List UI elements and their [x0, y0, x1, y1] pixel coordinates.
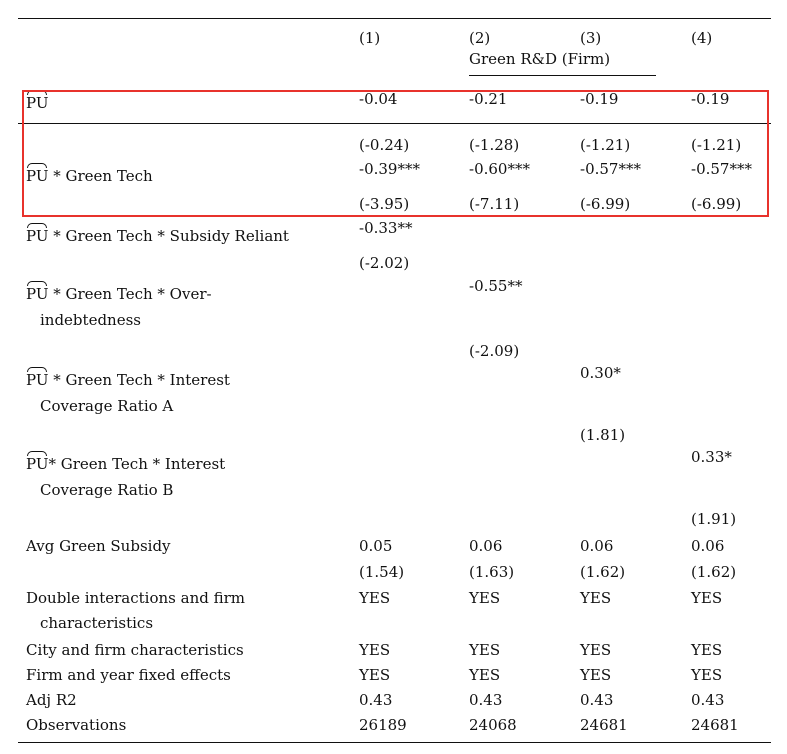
cell-double-1: YES: [359, 589, 391, 607]
cell-pu-green-4: -0.57***: [691, 160, 752, 178]
hat-accent: PU: [26, 281, 49, 303]
row-label-observations: Observations: [26, 716, 127, 734]
col-header-1: (1): [359, 29, 381, 47]
row-label-icr-a: PU * Green Tech * Interest: [26, 367, 230, 389]
cell-avg-subsidy-2: 0.06: [469, 537, 503, 555]
cell-pu-1: -0.04: [359, 90, 398, 108]
cell-pu-green-2: -0.60***: [469, 160, 530, 178]
cell-avg-subsidy-1: 0.05: [359, 537, 393, 555]
row-label-avg-green-subsidy: Avg Green Subsidy: [26, 537, 171, 555]
tstat-subsidy-1: (-2.02): [359, 254, 410, 272]
tstat-icr-a-3: (1.81): [580, 426, 626, 444]
row-label-icr-b: PU* Green Tech * Interest: [26, 451, 226, 473]
cell-pu-green-3: -0.57***: [580, 160, 641, 178]
row-label-double-interactions: Double interactions and firm: [26, 589, 245, 607]
cell-pu-2: -0.21: [469, 90, 508, 108]
hat-accent: PU: [26, 451, 49, 473]
row-label-pu-green-tech: PU * Green Tech: [26, 163, 153, 185]
tstat-pu-1: (-0.24): [359, 136, 410, 154]
cell-obs-1: 26189: [359, 716, 407, 734]
tstat-avg-subsidy-2: (1.63): [469, 563, 515, 581]
col-header-4: (4): [691, 29, 713, 47]
tstat-avg-subsidy-4: (1.62): [691, 563, 737, 581]
cell-overindebt-2: -0.55**: [469, 277, 523, 295]
cell-pu-green-1: -0.39***: [359, 160, 420, 178]
col-header-3: (3): [580, 29, 602, 47]
mid-rule: [18, 123, 771, 124]
header-subrule: [469, 75, 656, 76]
cell-avg-subsidy-3: 0.06: [580, 537, 614, 555]
cell-double-3: YES: [580, 589, 612, 607]
hat-accent: PU: [26, 367, 49, 389]
tstat-pu-green-3: (-6.99): [580, 195, 631, 213]
col-header-2: (2): [469, 29, 491, 47]
cell-obs-4: 24681: [691, 716, 739, 734]
tstat-pu-green-2: (-7.11): [469, 195, 520, 213]
cell-fe-1: YES: [359, 666, 391, 684]
cell-fe-2: YES: [469, 666, 501, 684]
row-label-city-firm: City and firm characteristics: [26, 641, 244, 659]
tstat-pu-4: (-1.21): [691, 136, 742, 154]
tstat-overindebt-2: (-2.09): [469, 342, 520, 360]
cell-double-2: YES: [469, 589, 501, 607]
cell-fe-4: YES: [691, 666, 723, 684]
cell-adjr2-2: 0.43: [469, 691, 503, 709]
tstat-pu-3: (-1.21): [580, 136, 631, 154]
bottom-rule: [18, 742, 771, 743]
cell-city-1: YES: [359, 641, 391, 659]
tstat-avg-subsidy-3: (1.62): [580, 563, 626, 581]
cell-city-2: YES: [469, 641, 501, 659]
tstat-pu-green-1: (-3.95): [359, 195, 410, 213]
cell-avg-subsidy-4: 0.06: [691, 537, 725, 555]
row-label-icr-a-line2: Coverage Ratio A: [40, 397, 174, 415]
dependent-variable-label: Green R&D (Firm): [469, 50, 611, 68]
cell-adjr2-4: 0.43: [691, 691, 725, 709]
cell-pu-3: -0.19: [580, 90, 619, 108]
top-rule: [18, 18, 771, 19]
cell-double-4: YES: [691, 589, 723, 607]
row-label-overindebtedness: PU * Green Tech * Over-: [26, 281, 212, 303]
highlight-box: [22, 90, 769, 217]
cell-icr-a-3: 0.30*: [580, 364, 621, 382]
tstat-pu-2: (-1.28): [469, 136, 520, 154]
cell-fe-3: YES: [580, 666, 612, 684]
cell-adjr2-3: 0.43: [580, 691, 614, 709]
hat-accent: PU: [26, 223, 49, 245]
row-label-adj-r2: Adj R2: [26, 691, 77, 709]
row-label-icr-b-line2: Coverage Ratio B: [40, 481, 174, 499]
tstat-avg-subsidy-1: (1.54): [359, 563, 405, 581]
cell-icr-b-4: 0.33*: [691, 448, 732, 466]
cell-city-3: YES: [580, 641, 612, 659]
cell-adjr2-1: 0.43: [359, 691, 393, 709]
cell-pu-4: -0.19: [691, 90, 730, 108]
tstat-icr-b-4: (1.91): [691, 510, 737, 528]
tstat-pu-green-4: (-6.99): [691, 195, 742, 213]
cell-obs-3: 24681: [580, 716, 628, 734]
row-label-subsidy-reliant: PU * Green Tech * Subsidy Reliant: [26, 223, 289, 245]
row-label-double-interactions-line2: characteristics: [40, 614, 154, 632]
row-label-fixed-effects: Firm and year fixed effects: [26, 666, 231, 684]
cell-city-4: YES: [691, 641, 723, 659]
cell-obs-2: 24068: [469, 716, 517, 734]
row-label-overindebtedness-line2: indebtedness: [40, 311, 141, 329]
cell-subsidy-1: -0.33**: [359, 219, 413, 237]
